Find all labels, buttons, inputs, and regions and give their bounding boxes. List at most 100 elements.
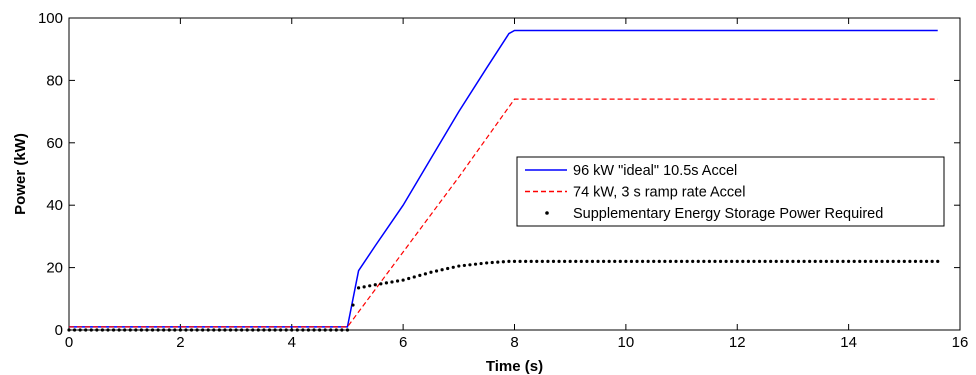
storage-point xyxy=(663,259,667,263)
storage-point xyxy=(123,328,127,332)
storage-point xyxy=(535,259,539,263)
storage-point xyxy=(874,259,879,263)
storage-point xyxy=(863,259,867,263)
storage-point xyxy=(329,328,333,332)
storage-point xyxy=(730,259,734,263)
storage-point xyxy=(418,273,422,277)
storage-point xyxy=(134,328,138,332)
storage-point xyxy=(852,259,856,263)
storage-point xyxy=(780,259,784,263)
storage-point xyxy=(178,328,182,332)
storage-point xyxy=(356,286,361,290)
storage-point xyxy=(685,259,689,263)
storage-point xyxy=(384,281,389,285)
storage-point xyxy=(696,259,700,263)
storage-point xyxy=(757,259,762,263)
storage-point xyxy=(791,259,795,263)
storage-point xyxy=(707,259,712,263)
storage-point xyxy=(462,263,466,268)
storage-point xyxy=(89,328,93,332)
storage-point xyxy=(702,259,706,263)
storage-point xyxy=(607,259,611,263)
storage-point xyxy=(479,261,483,266)
storage-point xyxy=(613,259,617,263)
storage-point xyxy=(824,259,828,263)
storage-point xyxy=(891,259,895,263)
storage-point xyxy=(501,260,505,264)
storage-point xyxy=(84,328,88,332)
storage-point xyxy=(95,328,99,332)
storage-point xyxy=(507,259,511,263)
y-tick-label: 0 xyxy=(55,322,63,339)
storage-point xyxy=(924,259,929,263)
x-tick-label: 2 xyxy=(176,334,184,351)
storage-point xyxy=(150,328,155,332)
storage-point xyxy=(902,259,906,263)
storage-point xyxy=(886,259,890,263)
storage-point xyxy=(652,259,656,263)
storage-point xyxy=(808,259,812,263)
storage-point xyxy=(390,280,394,284)
storage-point xyxy=(485,261,489,265)
storage-point xyxy=(847,259,851,263)
storage-point xyxy=(468,263,472,267)
storage-point xyxy=(769,259,773,263)
storage-point xyxy=(306,328,311,332)
storage-point xyxy=(279,328,283,332)
storage-point xyxy=(624,259,628,263)
y-tick-label: 20 xyxy=(46,260,63,277)
storage-point xyxy=(189,328,194,332)
storage-point xyxy=(551,259,556,263)
storage-point xyxy=(117,328,121,332)
storage-point xyxy=(629,259,634,263)
storage-point xyxy=(362,285,366,289)
legend-marker-storage xyxy=(545,211,549,215)
storage-point xyxy=(262,328,266,332)
storage-point xyxy=(206,328,210,332)
storage-point xyxy=(451,265,455,269)
storage-point xyxy=(234,328,238,332)
storage-point xyxy=(434,269,439,273)
storage-point xyxy=(256,328,260,332)
storage-point xyxy=(512,259,517,263)
storage-point xyxy=(379,282,383,286)
legend: 96 kW "ideal" 10.5s Accel 74 kW, 3 s ramp… xyxy=(516,156,945,227)
legend-label: 74 kW, 3 s ramp rate Accel xyxy=(573,185,745,201)
storage-point xyxy=(162,328,166,332)
storage-point xyxy=(267,328,272,332)
storage-point xyxy=(78,328,82,332)
storage-point xyxy=(529,259,533,263)
storage-point xyxy=(401,278,405,282)
storage-point xyxy=(590,259,595,263)
storage-point xyxy=(796,259,801,263)
storage-point xyxy=(395,279,400,283)
storage-point xyxy=(579,259,583,263)
storage-point xyxy=(173,328,177,332)
storage-point xyxy=(201,328,205,332)
storage-point xyxy=(457,264,461,268)
x-tick-label: 8 xyxy=(510,334,518,351)
y-tick-label: 100 xyxy=(38,10,63,27)
storage-point xyxy=(100,328,105,332)
storage-point xyxy=(251,328,255,332)
storage-point xyxy=(752,259,756,263)
storage-point xyxy=(145,328,149,332)
storage-point xyxy=(128,328,132,332)
storage-point xyxy=(334,328,338,332)
storage-point xyxy=(802,259,806,263)
storage-point xyxy=(301,328,305,332)
storage-point xyxy=(373,283,377,287)
storage-point xyxy=(184,328,188,332)
storage-point xyxy=(473,262,478,266)
storage-point xyxy=(496,260,500,264)
storage-point xyxy=(440,268,444,272)
storage-point xyxy=(217,328,221,332)
storage-point xyxy=(423,272,427,276)
storage-point xyxy=(540,259,544,263)
storage-point xyxy=(919,259,923,263)
x-tick-label: 12 xyxy=(729,334,746,351)
x-tick-label: 4 xyxy=(288,334,296,351)
storage-point xyxy=(228,328,233,332)
storage-point xyxy=(741,259,745,263)
storage-point xyxy=(657,259,661,263)
